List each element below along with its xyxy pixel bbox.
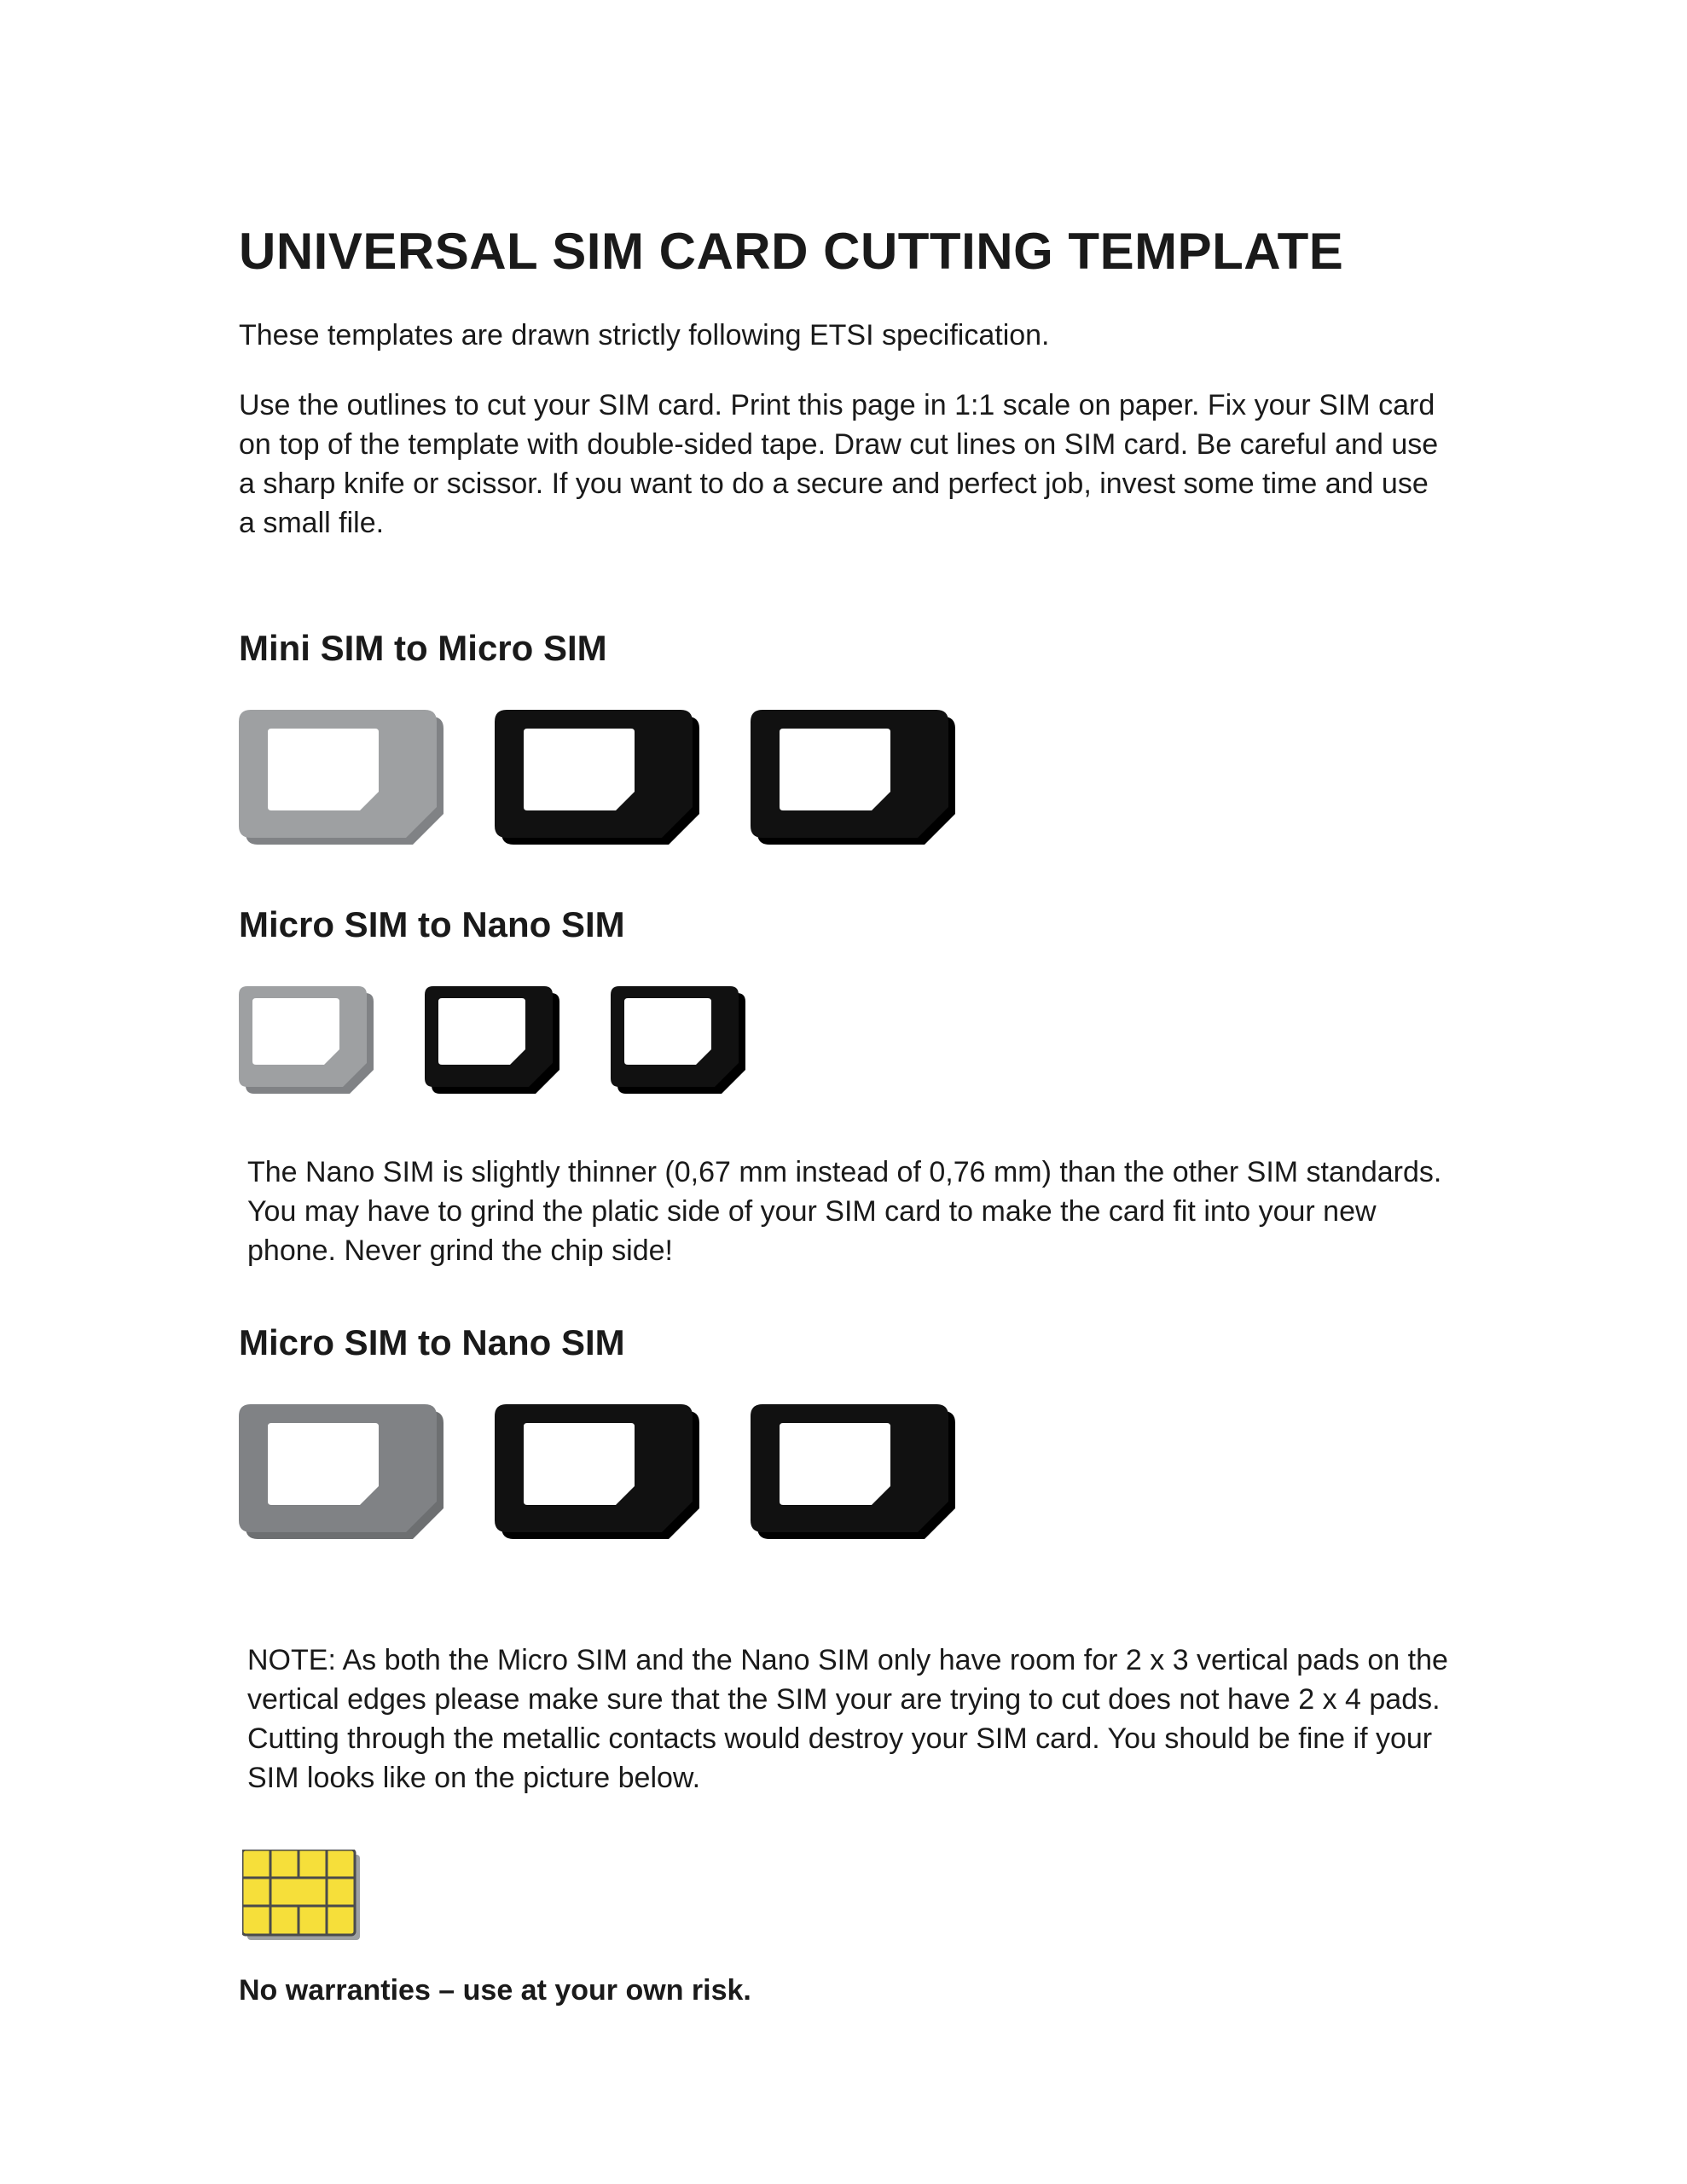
sim-template-icon <box>425 986 559 1094</box>
sections-container: Mini SIM to Micro SIM Micro SIM to Nano … <box>239 628 1448 1539</box>
sim-template-icon <box>751 1404 955 1539</box>
section-heading: Micro SIM to Nano SIM <box>239 1322 1448 1363</box>
section-heading: Micro SIM to Nano SIM <box>239 904 1448 945</box>
sim-template-row <box>239 986 1448 1094</box>
intro-text: These templates are drawn strictly follo… <box>239 317 1448 356</box>
instructions-text: Use the outlines to cut your SIM card. P… <box>239 386 1448 543</box>
sim-template-icon <box>239 710 443 845</box>
section-heading: Mini SIM to Micro SIM <box>239 628 1448 669</box>
sim-template-icon <box>239 1404 443 1539</box>
sim-template-row <box>239 1404 1448 1539</box>
disclaimer-text: No warranties – use at your own risk. <box>239 1974 1448 2007</box>
sim-template-icon <box>495 1404 699 1539</box>
sim-template-row <box>239 710 1448 845</box>
sim-template-icon <box>611 986 745 1094</box>
sim-template-icon <box>751 710 955 845</box>
sim-chip-icon <box>242 1850 1448 1940</box>
page-title: UNIVERSAL SIM CARD CUTTING TEMPLATE <box>239 222 1448 281</box>
bottom-note: NOTE: As both the Micro SIM and the Nano… <box>247 1641 1448 1798</box>
section-note: The Nano SIM is slightly thinner (0,67 m… <box>247 1153 1448 1271</box>
sim-template-icon <box>495 710 699 845</box>
sim-template-icon <box>239 986 374 1094</box>
